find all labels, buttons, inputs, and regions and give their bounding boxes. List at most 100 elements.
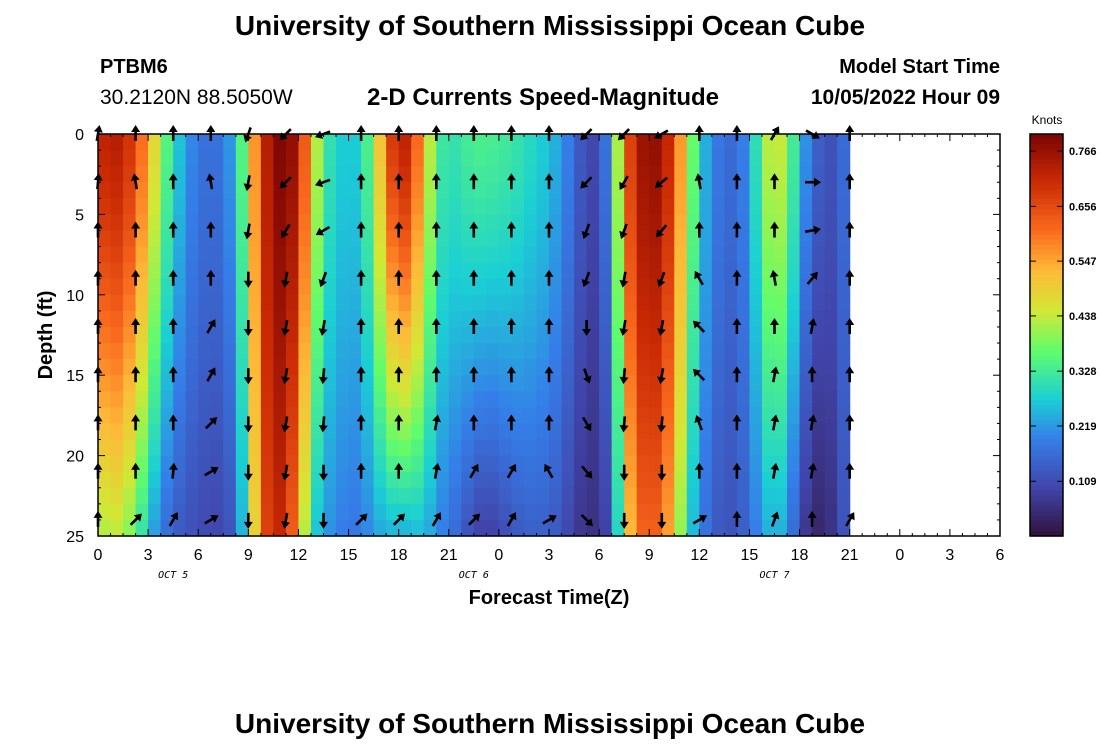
heatmap-cell: [135, 471, 149, 489]
heatmap-cell: [198, 134, 212, 151]
heatmap-cell: [837, 214, 851, 232]
heatmap-cell: [336, 439, 350, 457]
heatmap-cell: [386, 246, 400, 264]
heatmap-cell: [110, 214, 124, 232]
heatmap-cell: [135, 150, 149, 167]
heatmap-cell: [386, 278, 400, 296]
heatmap-cell: [198, 439, 212, 457]
heatmap-cell: [461, 487, 475, 505]
heatmap-cell: [774, 375, 788, 392]
heatmap-cell: [674, 246, 688, 264]
heatmap-cell: [799, 439, 813, 457]
heatmap-cell: [436, 278, 450, 296]
heatmap-cell: [98, 343, 112, 360]
heatmap-cell: [523, 391, 538, 408]
heatmap-cell: [711, 310, 725, 328]
heatmap-cell: [448, 278, 462, 296]
heatmap-cell: [699, 198, 713, 215]
heatmap-cell: [812, 343, 826, 360]
heatmap-cell: [574, 294, 588, 312]
heatmap-cell: [361, 407, 375, 425]
heatmap-cell: [423, 134, 437, 151]
heatmap-cell: [411, 150, 425, 167]
heatmap-cell: [511, 375, 525, 392]
heatmap-cell: [661, 487, 675, 505]
colorbar-segment: [1030, 159, 1063, 165]
heatmap-cell: [248, 230, 262, 248]
heatmap-cell: [461, 326, 475, 344]
current-vector: [506, 269, 516, 286]
heatmap-cell: [160, 343, 174, 360]
heatmap-cell: [649, 407, 663, 425]
heatmap-cell: [223, 182, 237, 199]
colorbar-segment: [1030, 415, 1063, 422]
heatmap-cell: [549, 343, 563, 360]
heatmap-cell: [148, 439, 162, 457]
heatmap-cell: [110, 166, 124, 183]
heatmap-cell: [787, 455, 801, 473]
current-vector: [243, 416, 253, 433]
heatmap-cell: [536, 166, 550, 183]
heatmap-cell: [423, 471, 437, 489]
heatmap-cell: [586, 343, 600, 360]
heatmap-cell: [736, 310, 751, 328]
heatmap-cell: [711, 294, 725, 312]
heatmap-cell: [549, 278, 563, 296]
colorbar-segment: [1030, 249, 1063, 256]
heatmap-cell: [486, 182, 500, 199]
colorbar-segment: [1030, 234, 1063, 241]
heatmap-cell: [386, 150, 400, 167]
heatmap-cell: [523, 471, 538, 489]
heatmap-cell: [398, 230, 412, 248]
heatmap-cell: [611, 455, 625, 473]
heatmap-cell: [185, 294, 199, 312]
heatmap-cell: [724, 246, 738, 264]
heatmap-cell: [285, 150, 300, 167]
heatmap-cell: [498, 343, 513, 360]
colorbar-segment: [1030, 134, 1063, 140]
heatmap-cell: [361, 471, 375, 489]
heatmap-cell: [749, 198, 763, 215]
heatmap-cell: [423, 182, 437, 199]
heatmap-cell: [661, 503, 675, 521]
current-vector: [394, 414, 404, 431]
heatmap-cell: [336, 503, 350, 521]
heatmap-cell: [310, 439, 325, 457]
heatmap-cell: [837, 134, 851, 151]
heatmap-cell: [736, 455, 751, 473]
colorbar-segment: [1030, 420, 1063, 427]
heatmap-cell: [599, 455, 613, 473]
date-label: OCT 5: [158, 570, 188, 581]
heatmap-cell: [749, 519, 763, 537]
heatmap-cell: [248, 439, 262, 457]
heatmap-cell: [135, 230, 149, 248]
heatmap-cell: [260, 198, 274, 215]
heatmap-cell: [574, 343, 588, 360]
heatmap-cell: [361, 423, 375, 441]
heatmap-cell: [260, 391, 274, 408]
heatmap-cell: [724, 375, 738, 392]
heatmap-cell: [298, 423, 312, 441]
heatmap-cell: [636, 503, 650, 521]
heatmap-cell: [336, 519, 350, 537]
heatmap-cell: [185, 230, 199, 248]
heatmap-cell: [185, 278, 199, 296]
heatmap-cell: [736, 182, 751, 199]
heatmap-cell: [523, 278, 538, 296]
current-vector: [770, 414, 780, 431]
heatmap-cell: [599, 230, 613, 248]
heatmap-cell: [787, 198, 801, 215]
heatmap-cell: [348, 166, 362, 183]
heatmap-cell: [561, 150, 575, 167]
heatmap-cell: [398, 359, 412, 376]
heatmap-cell: [235, 246, 249, 264]
colorbar-segment: [1030, 209, 1063, 216]
heatmap-cell: [373, 198, 387, 215]
current-vector: [770, 173, 779, 190]
heatmap-cell: [423, 166, 437, 183]
colorbar-segment: [1030, 360, 1063, 366]
heatmap-cell: [536, 343, 550, 360]
heatmap-cell: [461, 359, 475, 376]
heatmap-cell: [198, 519, 212, 537]
heatmap-cell: [248, 455, 262, 473]
